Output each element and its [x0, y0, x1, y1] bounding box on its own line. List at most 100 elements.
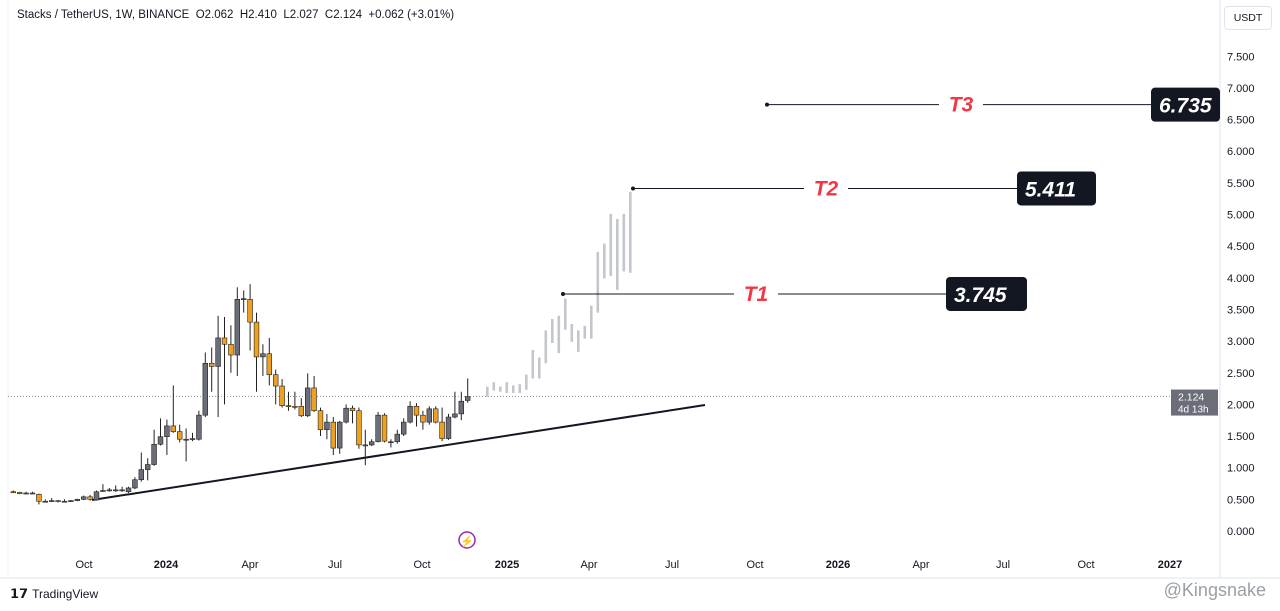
projection-bar — [590, 305, 593, 339]
candle — [228, 325, 234, 373]
candle — [10, 490, 16, 494]
candle-body-up — [426, 408, 432, 423]
candle-body-up — [189, 438, 196, 440]
candle — [458, 391, 464, 421]
candle — [317, 407, 324, 437]
target-price-t1: 3.745 — [954, 284, 1007, 307]
candle — [452, 391, 458, 419]
projection-bar — [505, 382, 509, 394]
close-value: C2.124 — [324, 9, 363, 21]
brand-name: TradingView — [32, 587, 99, 601]
candle — [260, 344, 266, 376]
candle — [209, 347, 215, 392]
projection-bar — [512, 385, 515, 394]
candle-body-up — [375, 414, 381, 443]
candle-body-up — [464, 396, 471, 401]
x-tick-label: 2027 — [1158, 559, 1182, 571]
candle-body-down — [432, 408, 439, 423]
high-value: H2.410 — [239, 9, 277, 21]
candle-body-up — [241, 298, 247, 300]
x-tick-label: Jul — [665, 559, 679, 571]
candle — [16, 491, 23, 495]
candle-body-down — [413, 405, 420, 416]
candle — [119, 486, 125, 492]
candle-body-down — [298, 405, 304, 417]
x-tick-label: Apr — [241, 559, 258, 571]
x-tick-label: Oct — [413, 559, 430, 571]
x-tick-label: Apr — [580, 559, 597, 571]
y-tick-label: 0.000 — [1227, 526, 1255, 538]
candle — [61, 499, 68, 503]
candle — [113, 485, 119, 492]
candle — [221, 317, 228, 405]
candle — [36, 493, 42, 505]
y-tick-label: 3.500 — [1227, 304, 1255, 316]
candle — [100, 484, 106, 492]
candle-body-up — [151, 443, 157, 465]
projection-bar — [486, 386, 489, 397]
candle-body-down — [209, 362, 215, 367]
symbol-name[interactable]: Stacks / TetherUS, 1W, BINANCE — [17, 9, 190, 21]
candle — [445, 413, 452, 440]
projection-bar — [564, 298, 567, 330]
last-price-value: 2.124 — [1178, 392, 1204, 404]
low-value: L2.027 — [283, 9, 319, 21]
candle-body-down — [247, 299, 253, 323]
projection-bar — [609, 213, 613, 276]
candle — [413, 403, 420, 427]
candle-body-down — [420, 414, 426, 423]
candle-body-up — [202, 362, 208, 416]
candle-body-up — [23, 492, 29, 495]
candle-body-down — [253, 321, 260, 358]
candle — [292, 391, 298, 410]
candle-body-up — [362, 444, 368, 447]
candle — [324, 413, 330, 440]
candle — [55, 499, 61, 503]
candle-body-down — [311, 387, 317, 412]
x-tick-label: Oct — [1077, 559, 1094, 571]
candle-body-up — [138, 469, 144, 481]
candle-body-up — [394, 433, 400, 443]
candle — [202, 352, 208, 418]
candle-body-up — [164, 425, 170, 437]
y-tick-label: 6.000 — [1227, 146, 1255, 158]
projection-bar — [570, 324, 574, 342]
currency-button[interactable]: USDT — [1224, 6, 1272, 30]
candle — [420, 410, 426, 430]
projection-bar — [531, 349, 535, 379]
candle — [157, 418, 164, 446]
candle-body-down — [317, 410, 324, 431]
candle — [426, 406, 432, 425]
candle — [432, 406, 439, 424]
candle-body-up — [42, 500, 49, 503]
projection-bar — [518, 384, 522, 394]
candle-body-down — [16, 492, 23, 494]
candle-body-up — [93, 491, 100, 501]
projection-bar — [551, 318, 554, 343]
candle — [356, 407, 362, 449]
candle-body-down — [285, 405, 292, 407]
tradingview-logo[interactable]: 𝟭𝟳 TradingView — [10, 586, 98, 602]
candle-body-up — [260, 353, 266, 358]
candle — [343, 404, 349, 424]
last-price-badge — [1171, 389, 1218, 416]
candle — [234, 287, 240, 376]
projection-bar — [544, 330, 548, 364]
candle — [368, 439, 375, 447]
candle-body-up — [445, 416, 452, 439]
y-tick-label: 1.500 — [1227, 431, 1255, 443]
y-tick-label: 5.000 — [1227, 210, 1255, 222]
x-tick-label: Apr — [912, 559, 929, 571]
candle-body-up — [113, 489, 119, 492]
candle-body-down — [381, 414, 388, 442]
candle — [106, 487, 113, 492]
candle-body-up — [119, 489, 125, 492]
y-tick-label: 2.500 — [1227, 368, 1255, 380]
symbol-legend: Stacks / TetherUS, 1W, BINANCE O2.062 H2… — [17, 9, 454, 21]
candle — [81, 495, 87, 500]
target-label-t1: T1 — [744, 283, 769, 306]
candle — [362, 429, 368, 466]
candle-body-up — [132, 479, 138, 489]
lightning-event-icon[interactable] — [458, 531, 476, 549]
